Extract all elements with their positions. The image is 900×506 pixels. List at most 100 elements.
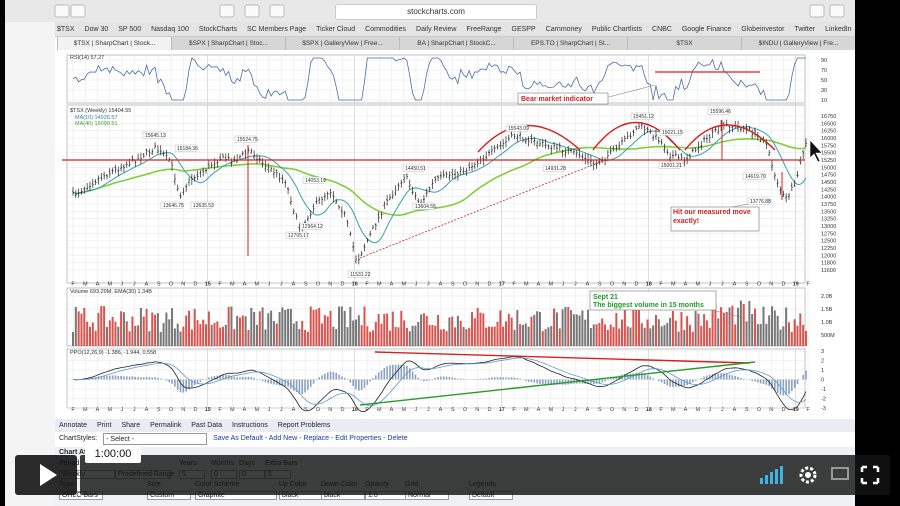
- panel-frame: [66, 104, 806, 284]
- month-label: O: [463, 282, 468, 288]
- styles-select[interactable]: - Select -: [103, 433, 208, 445]
- month-label: A: [145, 282, 149, 288]
- y-tick-label: 50: [821, 78, 827, 84]
- bookmark[interactable]: SC Members Page: [246, 26, 307, 33]
- bookmark[interactable]: $TSX: [57, 26, 75, 33]
- price-label-box: [747, 197, 770, 205]
- y-tick-label: 11600: [821, 268, 836, 274]
- bookmark[interactable]: Public Chartlists: [591, 26, 643, 33]
- home-button[interactable]: [219, 4, 235, 18]
- month-label: A: [684, 282, 688, 288]
- price-label: 14053.19: [305, 178, 326, 184]
- y-tick-label: 500M: [821, 333, 835, 339]
- y-tick-label: -3: [821, 406, 826, 412]
- month-label: 19: [793, 407, 799, 413]
- bookmark[interactable]: FreeRange: [466, 26, 502, 33]
- price-label-box: [347, 270, 370, 278]
- bookmark[interactable]: CNBC: [652, 26, 672, 33]
- month-label: A: [96, 407, 100, 413]
- bookmark[interactable]: Dow 30: [84, 26, 109, 33]
- month-label: M: [695, 407, 700, 413]
- bookmark[interactable]: Daily Review: [416, 26, 457, 33]
- month-label: S: [304, 407, 308, 413]
- price-label: 15451.12: [633, 114, 654, 120]
- month-label: M: [254, 282, 259, 288]
- address-bar[interactable]: stockcharts.com: [335, 4, 537, 20]
- toolbar-button[interactable]: Past Data: [191, 422, 222, 429]
- ext-button[interactable]: [269, 4, 285, 18]
- price-label-box: [142, 131, 165, 139]
- panel-label: PPO(12,26,9) -1.386, -1.944, 0.558: [70, 350, 156, 356]
- y-tick-label: 11800: [821, 261, 836, 267]
- tab[interactable]: $SPX | SharpChart | Stoc...: [171, 37, 285, 50]
- toolbar-button[interactable]: Print: [97, 422, 112, 429]
- toolbar-button[interactable]: Instructions: [232, 422, 268, 429]
- tab[interactable]: BA | SharpChart | StockC...: [399, 37, 513, 50]
- share-button[interactable]: [244, 4, 260, 18]
- styles-actions[interactable]: Save As Default - Add New - Replace - Ed…: [213, 435, 408, 442]
- bookmark[interactable]: SP 500: [118, 26, 142, 33]
- back-button[interactable]: [54, 4, 70, 18]
- tab[interactable]: $TSX | SharpChart | Stock...: [57, 37, 171, 50]
- toolbar-button[interactable]: Share: [121, 422, 141, 429]
- month-label: M: [671, 407, 676, 413]
- share-page-button[interactable]: [809, 4, 825, 18]
- airplay-icon[interactable]: [831, 467, 849, 480]
- volume-icon[interactable]: [760, 466, 783, 484]
- month-label: J: [133, 282, 136, 288]
- month-label: F: [71, 407, 75, 413]
- panel-label: RSI(14) 57.27: [70, 55, 104, 61]
- tab[interactable]: $INDU | GalleryView | Fre...: [741, 37, 855, 50]
- price-label-box: [234, 135, 257, 143]
- price-label-box: [285, 231, 308, 239]
- month-label: O: [610, 407, 615, 413]
- toolbar-button[interactable]: Annotate: [59, 422, 88, 429]
- month-label: M: [524, 407, 529, 413]
- bookmark[interactable]: Nasdaq 100: [151, 26, 189, 33]
- bookmark[interactable]: LinkedIn: [825, 26, 852, 33]
- month-label: M: [548, 282, 553, 288]
- y-tick-label: 13000: [821, 224, 836, 230]
- settings-icon[interactable]: [799, 466, 817, 484]
- fullscreen-icon[interactable]: [860, 465, 880, 485]
- month-label: N: [181, 282, 185, 288]
- bookmark[interactable]: Google Finance: [681, 26, 732, 33]
- mouse-cursor: [809, 139, 823, 163]
- bookmark[interactable]: Ticker Cloud: [316, 26, 356, 33]
- forward-button[interactable]: [70, 4, 86, 18]
- month-label: S: [745, 407, 749, 413]
- y-tick-label: 16000: [821, 136, 836, 142]
- month-label: N: [475, 407, 479, 413]
- bookmark[interactable]: Twitter: [794, 26, 816, 33]
- bookmark[interactable]: Commodities: [365, 26, 407, 33]
- month-label: M: [548, 407, 553, 413]
- tab[interactable]: EPS.TO | SharpChart | St...: [513, 37, 627, 50]
- month-label: F: [218, 407, 222, 413]
- tab[interactable]: $SPX | GalleryView | Free...: [285, 37, 399, 50]
- month-label: M: [83, 282, 88, 288]
- annotation-line: [359, 159, 606, 259]
- tab[interactable]: $TSX: [627, 37, 741, 50]
- month-label: O: [316, 282, 321, 288]
- bookmark[interactable]: Carnmoney: [545, 26, 582, 33]
- play-button[interactable]: [15, 455, 77, 495]
- month-label: S: [451, 282, 455, 288]
- callout-text: The biggest volume in 15 months: [593, 302, 704, 309]
- toolbar-button[interactable]: Permalink: [150, 422, 182, 429]
- y-tick-label: 16500: [821, 121, 836, 127]
- month-label: D: [194, 407, 198, 413]
- player-icons: [760, 465, 880, 485]
- month-label: 16: [352, 282, 358, 288]
- month-label: S: [745, 282, 749, 288]
- toolbar-button[interactable]: Report Problems: [277, 422, 331, 429]
- styles-label: ChartStyles:: [59, 435, 98, 442]
- bookmark[interactable]: StockCharts: [198, 26, 237, 33]
- tabs-button[interactable]: [829, 4, 845, 18]
- month-label: M: [254, 407, 259, 413]
- month-label: M: [524, 282, 529, 288]
- bookmark[interactable]: Globeinvestor: [741, 26, 785, 33]
- bookmark[interactable]: GESPP: [511, 26, 536, 33]
- price-label-box: [302, 176, 325, 184]
- month-label: F: [365, 282, 369, 288]
